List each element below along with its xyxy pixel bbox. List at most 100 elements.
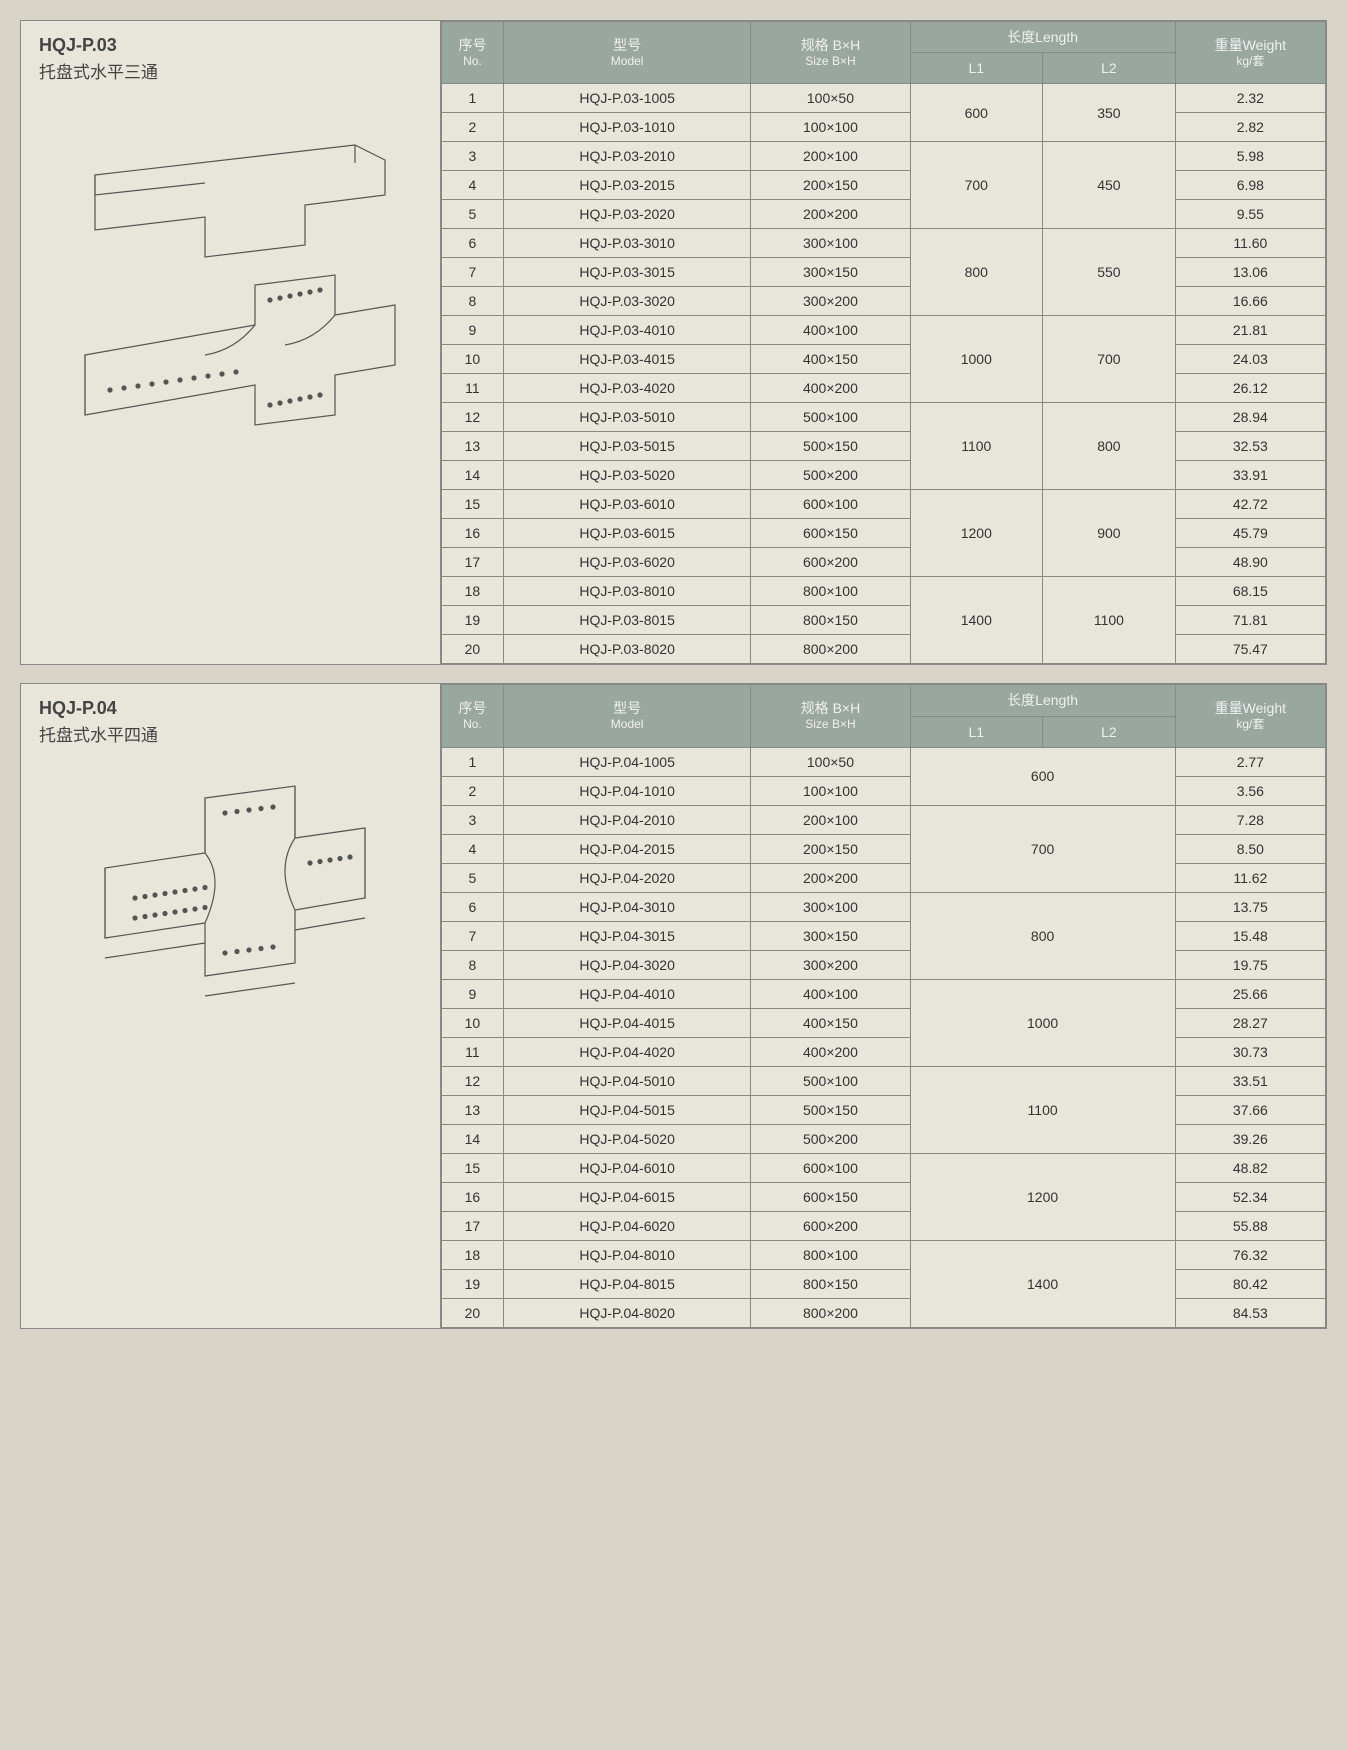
cell-weight: 3.56 <box>1175 776 1325 805</box>
table-row: 20 HQJ-P.04-8020 800×20084.53 <box>442 1298 1326 1327</box>
cell-size: 600×150 <box>751 1182 910 1211</box>
table-row: 14 HQJ-P.04-5020 500×20039.26 <box>442 1124 1326 1153</box>
table-row: 7 HQJ-P.03-3015 300×15013.06 <box>442 258 1326 287</box>
cell-no: 6 <box>442 229 504 258</box>
table-row: 5 HQJ-P.04-2020 200×20011.62 <box>442 863 1326 892</box>
cell-model: HQJ-P.03-4020 <box>503 374 751 403</box>
cell-model: HQJ-P.04-4020 <box>503 1037 751 1066</box>
cell-size: 800×100 <box>751 1240 910 1269</box>
table-row: 16 HQJ-P.03-6015 600×15045.79 <box>442 519 1326 548</box>
table-row: 1 HQJ-P.03-1005 100×50600 3502.32 <box>442 84 1326 113</box>
cell-l1: 700 <box>910 142 1043 229</box>
cell-no: 12 <box>442 403 504 432</box>
cell-no: 10 <box>442 345 504 374</box>
cell-no: 1 <box>442 84 504 113</box>
cell-no: 5 <box>442 200 504 229</box>
cell-no: 6 <box>442 892 504 921</box>
cell-model: HQJ-P.04-5010 <box>503 1066 751 1095</box>
cell-no: 19 <box>442 606 504 635</box>
table-row: 4 HQJ-P.04-2015 200×1508.50 <box>442 834 1326 863</box>
cell-l1: 1000 <box>910 316 1043 403</box>
table-row: 3 HQJ-P.04-2010 200×1007007.28 <box>442 805 1326 834</box>
cell-model: HQJ-P.03-5015 <box>503 432 751 461</box>
product-section: HQJ-P.03 托盘式水平三通 序号N <box>20 20 1327 665</box>
cell-model: HQJ-P.03-6015 <box>503 519 751 548</box>
cell-size: 600×200 <box>751 548 910 577</box>
cell-size: 600×100 <box>751 490 910 519</box>
table-row: 16 HQJ-P.04-6015 600×15052.34 <box>442 1182 1326 1211</box>
cell-size: 200×100 <box>751 805 910 834</box>
table-row: 8 HQJ-P.04-3020 300×20019.75 <box>442 950 1326 979</box>
table-row: 18 HQJ-P.04-8010 800×100140076.32 <box>442 1240 1326 1269</box>
cell-weight: 19.75 <box>1175 950 1325 979</box>
cell-model: HQJ-P.03-8020 <box>503 635 751 664</box>
cell-l1: 800 <box>910 229 1043 316</box>
cell-size: 200×200 <box>751 200 910 229</box>
cell-model: HQJ-P.03-3015 <box>503 258 751 287</box>
cell-size: 200×150 <box>751 834 910 863</box>
cell-model: HQJ-P.03-6020 <box>503 548 751 577</box>
cell-weight: 71.81 <box>1175 606 1325 635</box>
table-row: 12 HQJ-P.04-5010 500×100110033.51 <box>442 1066 1326 1095</box>
cell-size: 600×200 <box>751 1211 910 1240</box>
cell-size: 200×200 <box>751 863 910 892</box>
cell-weight: 45.79 <box>1175 519 1325 548</box>
cell-no: 12 <box>442 1066 504 1095</box>
cell-weight: 16.66 <box>1175 287 1325 316</box>
table-row: 20 HQJ-P.03-8020 800×20075.47 <box>442 635 1326 664</box>
cell-size: 100×100 <box>751 776 910 805</box>
cell-weight: 39.26 <box>1175 1124 1325 1153</box>
cell-weight: 6.98 <box>1175 171 1325 200</box>
cell-no: 20 <box>442 1298 504 1327</box>
col-l1: L1 <box>910 716 1043 747</box>
cell-size: 600×100 <box>751 1153 910 1182</box>
cell-l1: 700 <box>910 805 1175 892</box>
cell-no: 16 <box>442 519 504 548</box>
cell-no: 10 <box>442 1008 504 1037</box>
col-l1: L1 <box>910 53 1043 84</box>
cell-l1: 1100 <box>910 1066 1175 1153</box>
cell-weight: 24.03 <box>1175 345 1325 374</box>
left-panel: HQJ-P.04 托盘式水平四通 <box>21 684 441 1327</box>
cell-model: HQJ-P.04-8010 <box>503 1240 751 1269</box>
cell-l1: 1400 <box>910 1240 1175 1327</box>
table-row: 15 HQJ-P.03-6010 600×1001200 90042.72 <box>442 490 1326 519</box>
cell-no: 16 <box>442 1182 504 1211</box>
cell-weight: 37.66 <box>1175 1095 1325 1124</box>
cell-no: 11 <box>442 374 504 403</box>
table-row: 2 HQJ-P.03-1010 100×1002.82 <box>442 113 1326 142</box>
table-row: 1 HQJ-P.04-1005 100×506002.77 <box>442 747 1326 776</box>
cell-no: 18 <box>442 1240 504 1269</box>
cell-weight: 7.28 <box>1175 805 1325 834</box>
product-section: HQJ-P.04 托盘式水平四通 序号No. 型号Model <box>20 683 1327 1328</box>
table-row: 5 HQJ-P.03-2020 200×2009.55 <box>442 200 1326 229</box>
table-row: 9 HQJ-P.04-4010 400×100100025.66 <box>442 979 1326 1008</box>
cell-weight: 8.50 <box>1175 834 1325 863</box>
cell-weight: 15.48 <box>1175 921 1325 950</box>
cell-weight: 2.82 <box>1175 113 1325 142</box>
cell-size: 800×100 <box>751 577 910 606</box>
cell-model: HQJ-P.04-8020 <box>503 1298 751 1327</box>
cell-model: HQJ-P.03-3010 <box>503 229 751 258</box>
cell-size: 800×200 <box>751 635 910 664</box>
cell-size: 500×200 <box>751 461 910 490</box>
cell-model: HQJ-P.04-8015 <box>503 1269 751 1298</box>
cell-size: 400×150 <box>751 1008 910 1037</box>
cell-weight: 2.77 <box>1175 747 1325 776</box>
cell-weight: 28.94 <box>1175 403 1325 432</box>
cell-model: HQJ-P.03-5010 <box>503 403 751 432</box>
cell-no: 13 <box>442 432 504 461</box>
table-row: 19 HQJ-P.03-8015 800×15071.81 <box>442 606 1326 635</box>
cell-no: 14 <box>442 1124 504 1153</box>
cell-no: 3 <box>442 805 504 834</box>
table-row: 6 HQJ-P.04-3010 300×10080013.75 <box>442 892 1326 921</box>
col-size: 规格 B×HSize B×H <box>751 685 910 747</box>
cell-weight: 30.73 <box>1175 1037 1325 1066</box>
cell-no: 4 <box>442 171 504 200</box>
cell-l1: 1000 <box>910 979 1175 1066</box>
cell-size: 800×150 <box>751 1269 910 1298</box>
table-row: 10 HQJ-P.04-4015 400×15028.27 <box>442 1008 1326 1037</box>
cell-model: HQJ-P.04-5020 <box>503 1124 751 1153</box>
cell-model: HQJ-P.03-4010 <box>503 316 751 345</box>
cell-weight: 33.91 <box>1175 461 1325 490</box>
